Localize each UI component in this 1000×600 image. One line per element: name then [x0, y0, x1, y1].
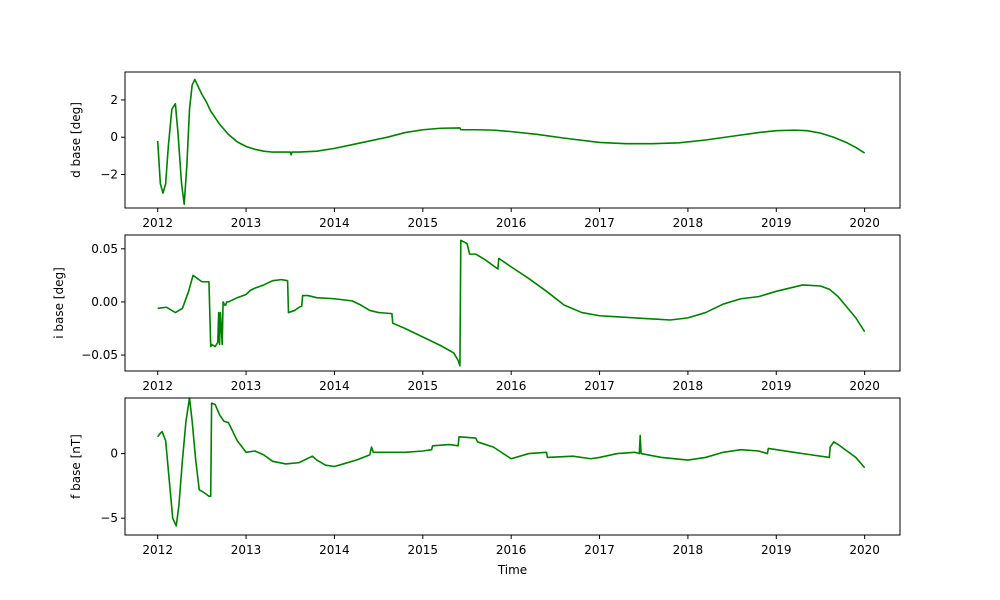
x-tick-label: 2020 — [849, 379, 880, 393]
x-tick-label: 2014 — [319, 216, 350, 230]
panel-i-base: 2012 2013 2014 2015 2016 2017 2018 2019 2020 −0.0… — [52, 234, 901, 393]
x-tick-label: 2019 — [761, 543, 792, 557]
x-tick-label: 2012 — [142, 216, 173, 230]
x-tick-label: 2016 — [496, 543, 527, 557]
y-axis-label: d base [deg] — [69, 102, 83, 178]
x-tick-label: 2015 — [408, 543, 439, 557]
x-tick-label: 2013 — [231, 379, 262, 393]
x-tick-label: 2013 — [231, 216, 262, 230]
panel-d-base: 2012 2013 2014 2015 2016 2017 2018 2019 2020 −2 0 2… — [69, 71, 901, 230]
series-line — [157, 397, 866, 527]
x-tick-label: 2019 — [761, 216, 792, 230]
y-tick-label: 2 — [110, 93, 118, 107]
axes-frame — [124, 234, 901, 372]
y-axis-label: f base [nT] — [69, 434, 83, 499]
x-tick-label: 2014 — [319, 543, 350, 557]
series-line — [157, 239, 866, 367]
axes-frame — [124, 397, 901, 536]
series-line — [156, 78, 866, 206]
x-axis-label: Time — [497, 563, 527, 577]
y-tick-label: 0.05 — [91, 242, 118, 256]
y-tick-label: −0.05 — [81, 348, 118, 362]
panel-f-base: 2012 2013 2014 2015 2016 2017 2018 2019 2020 −5 0 f… — [69, 397, 901, 577]
y-tick-label: −5 — [100, 511, 118, 525]
x-tick-label: 2014 — [319, 379, 350, 393]
x-tick-label: 2018 — [673, 543, 704, 557]
x-tick-label: 2012 — [142, 379, 173, 393]
x-tick-label: 2018 — [673, 379, 704, 393]
y-tick-label: 0.00 — [91, 295, 118, 309]
y-axis-label: i base [deg] — [52, 267, 66, 339]
x-tick-label: 2016 — [496, 216, 527, 230]
x-tick-label: 2015 — [408, 379, 439, 393]
x-tick-label: 2012 — [142, 543, 173, 557]
x-tick-label: 2018 — [673, 216, 704, 230]
x-tick-label: 2015 — [408, 216, 439, 230]
y-tick-label: 0 — [110, 130, 118, 144]
x-tick-label: 2017 — [584, 216, 615, 230]
y-tick-label: 0 — [110, 447, 118, 461]
x-tick-label: 2020 — [849, 543, 880, 557]
x-tick-label: 2017 — [584, 543, 615, 557]
x-tick-label: 2013 — [231, 543, 262, 557]
axes-frame — [124, 71, 901, 209]
x-tick-label: 2019 — [761, 379, 792, 393]
x-tick-label: 2017 — [584, 379, 615, 393]
y-tick-label: −2 — [100, 167, 118, 181]
x-tick-label: 2020 — [849, 216, 880, 230]
x-tick-label: 2016 — [496, 379, 527, 393]
